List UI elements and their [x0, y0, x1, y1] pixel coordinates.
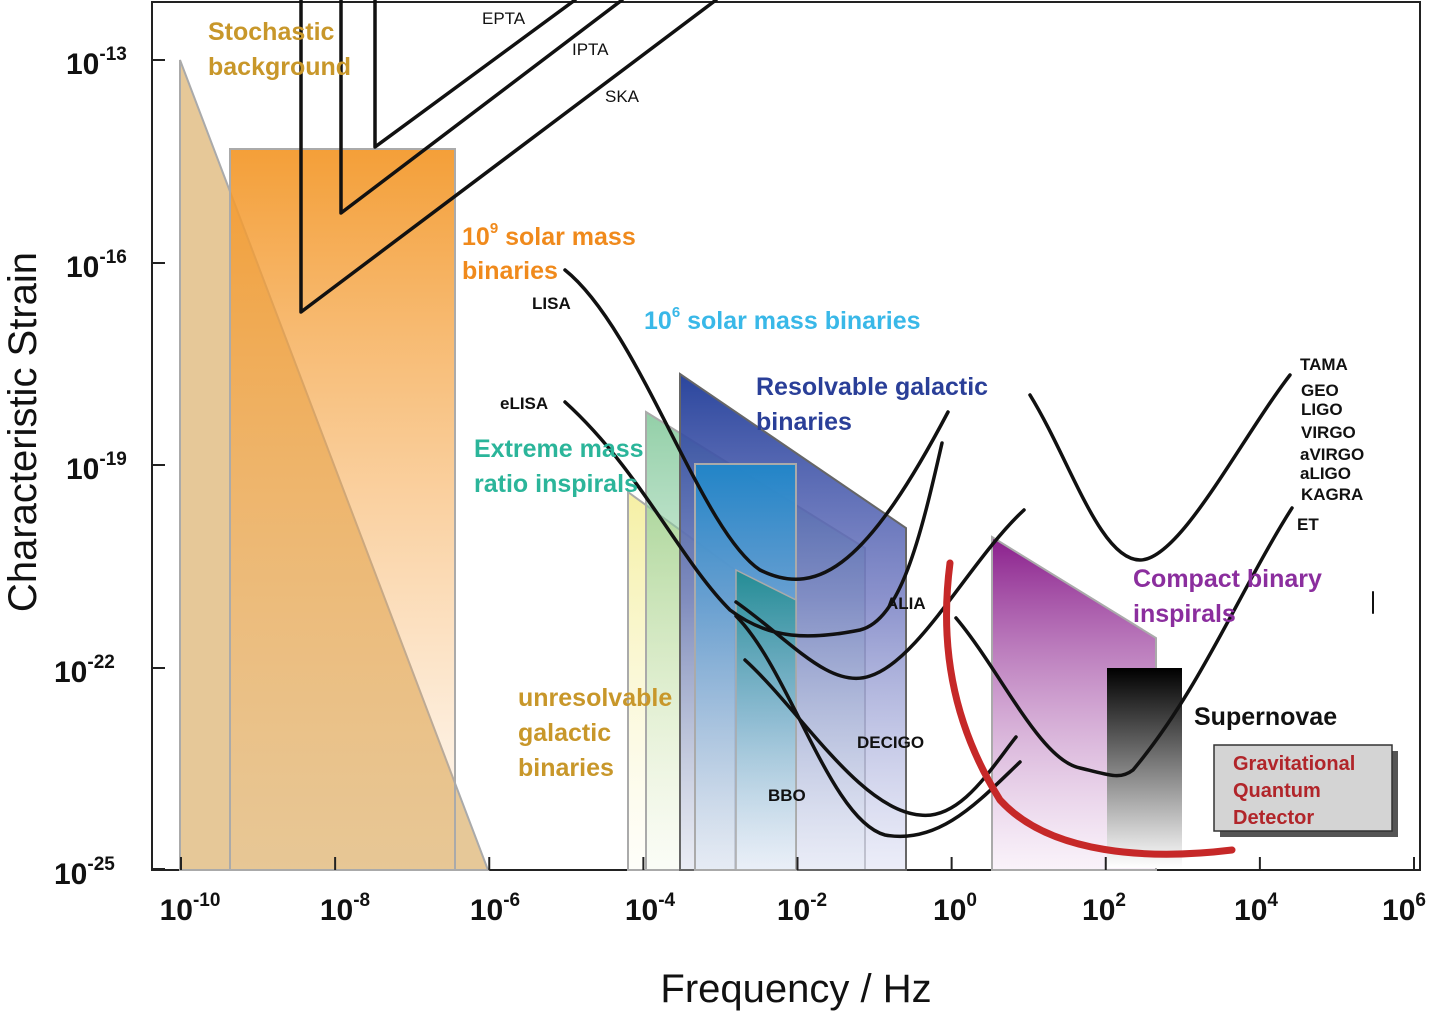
label-epta: EPTA: [482, 9, 526, 28]
label-alia: ALIA: [886, 594, 926, 613]
label-1e6-rest: solar mass binaries: [680, 307, 920, 335]
label-bbo: BBO: [768, 786, 806, 805]
x-tick-label: 106: [1382, 890, 1426, 927]
curve-ska: [299, 0, 718, 314]
y-tick-label: 10-25: [54, 854, 115, 891]
label-1e6-exponent: 6: [672, 304, 680, 321]
label-line: Stochastic: [208, 18, 335, 46]
label-line: Detector: [1233, 807, 1314, 829]
label-1e9-base: 10: [462, 223, 490, 251]
y-tick-marks: [152, 59, 165, 870]
y-tick-label: 10-22: [54, 652, 115, 689]
label-line: binaries: [756, 408, 852, 436]
label-decigo: DECIGO: [857, 733, 924, 752]
curve-ligo-family: [1028, 373, 1292, 562]
region-overlap-teal: [735, 568, 797, 871]
curve-lisa: [563, 268, 950, 581]
label-geo: GEO: [1301, 381, 1339, 400]
y-tick-label: 10-19: [66, 449, 127, 486]
x-tick-marks: [180, 857, 1415, 870]
gqd-box: [1213, 744, 1393, 832]
label-unresolvable-galactic-binaries: unresolvable galactic binaries: [518, 684, 672, 782]
gqd-label: Gravitational Quantum Detector: [1233, 753, 1355, 829]
label-line: Quantum: [1233, 780, 1321, 802]
curve-bbo: [734, 614, 1022, 839]
label-line: galactic: [518, 719, 611, 747]
label-line: unresolvable: [518, 684, 672, 712]
label-line: Gravitational: [1233, 753, 1355, 775]
region-1e9-solar-mass-binaries: [229, 148, 456, 871]
label-line: background: [208, 53, 351, 81]
label-line: binaries: [518, 754, 614, 782]
x-tick-label: 100: [933, 890, 977, 927]
label-ska: SKA: [605, 87, 640, 106]
detector-curves: [299, 0, 1374, 858]
curve-elisa: [563, 400, 944, 638]
label-1e9-solar-mass-binaries: 109 solar mass binaries: [462, 220, 643, 285]
label-virgo: VIRGO: [1301, 423, 1356, 442]
label-kagra: KAGRA: [1301, 485, 1363, 504]
label-ipta: IPTA: [572, 40, 609, 59]
x-tick-label: 10-2: [777, 890, 827, 927]
x-tick-label: 102: [1082, 890, 1126, 927]
label-1e6-solar-mass-binaries: 106 solar mass binaries: [644, 304, 921, 335]
x-tick-label: 104: [1234, 890, 1278, 927]
curve-et: [954, 506, 1294, 778]
label-avirgo: aVIRGO: [1300, 445, 1364, 464]
x-tick-labels: 10-10 10-8 10-6 10-4 10-2 100 102 104 10…: [160, 890, 1426, 927]
label-extreme-mass-ratio-inspirals: Extreme mass ratio inspirals: [474, 435, 644, 498]
y-axis-title: Characteristic Strain: [1, 252, 45, 612]
y-tick-labels: 10-13 10-16 10-19 10-22 10-25: [54, 44, 127, 891]
label-elisa: eLISA: [500, 394, 548, 413]
curve-alia: [734, 508, 1026, 681]
label-line: Extreme mass: [474, 435, 644, 463]
source-regions: [179, 59, 1182, 871]
label-et: ET: [1297, 515, 1319, 534]
curve-gravitational-quantum-detector: [943, 559, 1236, 858]
gqd-legend-box: Gravitational Quantum Detector: [1213, 744, 1398, 837]
label-1e9-rest: solar mass: [498, 223, 636, 251]
label-ligo: LIGO: [1301, 400, 1343, 419]
label-line: Compact binary: [1133, 565, 1322, 593]
y-tick-label: 10-16: [66, 247, 127, 284]
x-tick-label: 10-4: [625, 890, 676, 927]
label-1e6-base: 10: [644, 307, 672, 335]
label-tama: TAMA: [1300, 355, 1348, 374]
label-1e9-exponent: 9: [490, 220, 498, 237]
region-supernovae: [1107, 668, 1182, 868]
label-line: Resolvable galactic: [756, 373, 988, 401]
label-resolvable-galactic-binaries: Resolvable galactic binaries: [756, 373, 988, 436]
label-aligo: aLIGO: [1300, 464, 1351, 483]
x-tick-label: 10-10: [160, 890, 221, 927]
label-stochastic-background: Stochastic background: [208, 18, 351, 81]
y-tick-label: 10-13: [66, 44, 127, 81]
label-compact-binary-inspirals: Compact binary inspirals: [1133, 565, 1322, 628]
x-tick-label: 10-6: [470, 890, 520, 927]
curve-epta: [373, 0, 577, 149]
label-1e9-line2: binaries: [462, 257, 558, 285]
label-line: inspirals: [1133, 600, 1236, 628]
x-axis-title: Frequency / Hz: [660, 967, 931, 1011]
curve-ipta: [339, 0, 624, 215]
label-lisa: LISA: [532, 294, 571, 313]
label-line: ratio inspirals: [474, 470, 638, 498]
label-supernovae: Supernovae: [1194, 703, 1337, 731]
x-tick-label: 10-8: [320, 890, 370, 927]
